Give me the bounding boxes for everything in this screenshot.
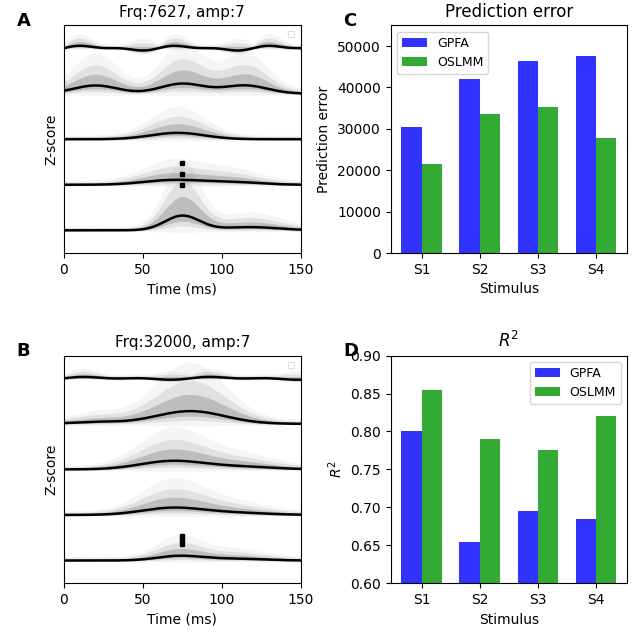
Text: C: C bbox=[343, 11, 356, 30]
Bar bbox=[480, 113, 500, 253]
Bar bbox=[538, 450, 558, 634]
Bar bbox=[538, 107, 558, 253]
Bar bbox=[480, 439, 500, 634]
Bar bbox=[460, 79, 480, 253]
Text: B: B bbox=[17, 342, 30, 360]
Text: D: D bbox=[343, 342, 358, 360]
Bar bbox=[518, 511, 538, 634]
Legend: GPFA, OSLMM: GPFA, OSLMM bbox=[397, 32, 488, 74]
Y-axis label: Z-score: Z-score bbox=[44, 444, 58, 495]
Bar bbox=[596, 417, 616, 634]
X-axis label: Stimulus: Stimulus bbox=[479, 612, 539, 626]
Bar bbox=[460, 541, 480, 634]
Text: A: A bbox=[17, 11, 31, 30]
X-axis label: Time (ms): Time (ms) bbox=[147, 612, 217, 626]
Bar bbox=[422, 164, 442, 253]
Bar bbox=[422, 390, 442, 634]
Y-axis label: Prediction error: Prediction error bbox=[317, 86, 332, 193]
Y-axis label: Z-score: Z-score bbox=[44, 113, 58, 165]
Bar bbox=[576, 56, 596, 253]
Title: $R^2$: $R^2$ bbox=[499, 331, 520, 351]
Bar bbox=[401, 432, 422, 634]
Title: Frq:7627, amp:7: Frq:7627, amp:7 bbox=[120, 5, 245, 20]
Bar bbox=[401, 127, 422, 253]
Bar bbox=[596, 138, 616, 253]
Y-axis label: $R^2$: $R^2$ bbox=[326, 460, 344, 478]
Legend: GPFA, OSLMM: GPFA, OSLMM bbox=[529, 362, 621, 404]
Title: Frq:32000, amp:7: Frq:32000, amp:7 bbox=[115, 335, 250, 350]
X-axis label: Time (ms): Time (ms) bbox=[147, 282, 217, 296]
Bar bbox=[518, 61, 538, 253]
X-axis label: Stimulus: Stimulus bbox=[479, 282, 539, 296]
Title: Prediction error: Prediction error bbox=[445, 3, 573, 21]
Bar bbox=[576, 519, 596, 634]
